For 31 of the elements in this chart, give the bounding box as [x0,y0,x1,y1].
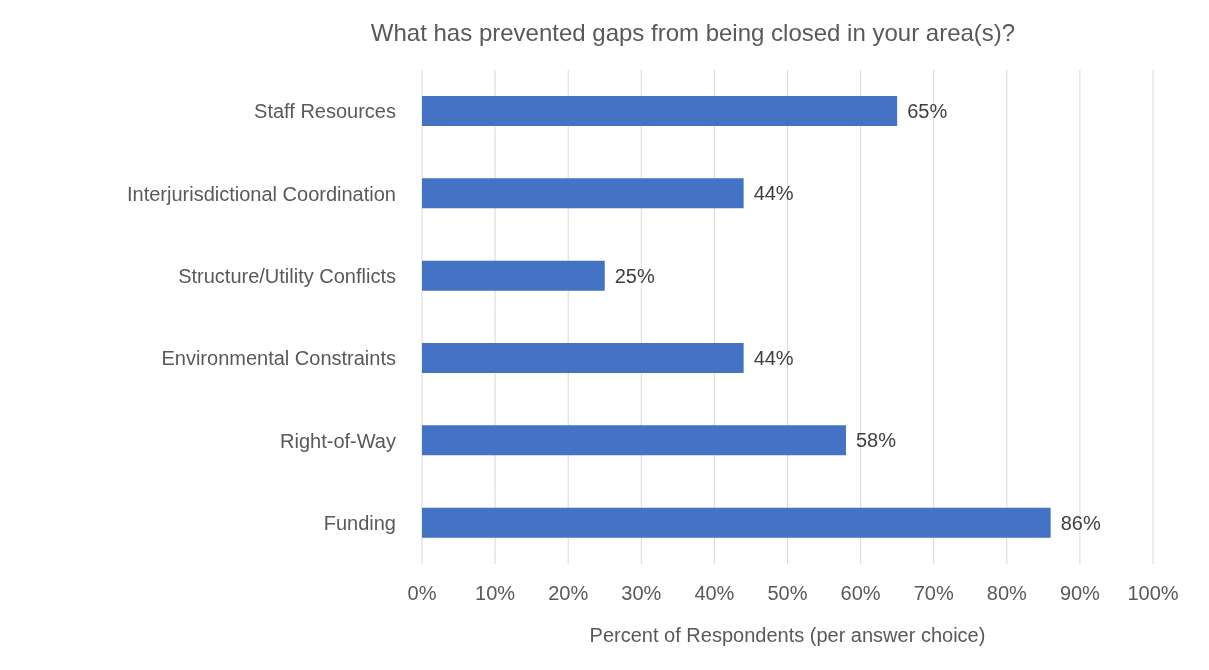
x-tick-label: 0% [407,582,437,605]
x-tick-label: 20% [548,582,589,605]
x-tick-label: 100% [1127,582,1179,605]
y-tick-label: Structure/Utility Conflicts [178,264,396,287]
data-label: 44% [753,347,794,370]
data-label: 44% [753,182,794,205]
x-tick-label: 70% [913,582,954,605]
bar [422,178,744,209]
bar [422,507,1051,538]
data-label: 58% [855,429,897,452]
bar [422,343,744,373]
y-tick-label: Funding [323,511,396,534]
y-tick-label: Interjurisdictional Coordination [126,182,396,205]
x-tick-label: 90% [1059,582,1101,605]
y-tick-label: Right-of-Way [280,429,396,452]
y-tick-label: Environmental Constraints [161,347,396,370]
bar [422,96,898,126]
data-label: 25% [614,264,655,287]
x-axis-title: Percent of Respondents (per answer choice) [589,624,986,646]
y-tick-label: Staff Resources [254,100,396,123]
x-tick-label: 40% [694,582,735,605]
x-tick-label: 80% [986,582,1028,605]
x-tick-label: 10% [475,582,516,605]
data-label: 65% [907,100,948,123]
bar [422,425,846,456]
data-label: 86% [1060,511,1101,534]
x-tick-label: 30% [621,582,662,605]
x-tick-label: 50% [767,582,808,605]
x-tick-label: 60% [840,582,881,605]
bar [422,260,605,291]
chart-title: What has prevented gaps from being closed in your area(s)? [369,18,1017,48]
